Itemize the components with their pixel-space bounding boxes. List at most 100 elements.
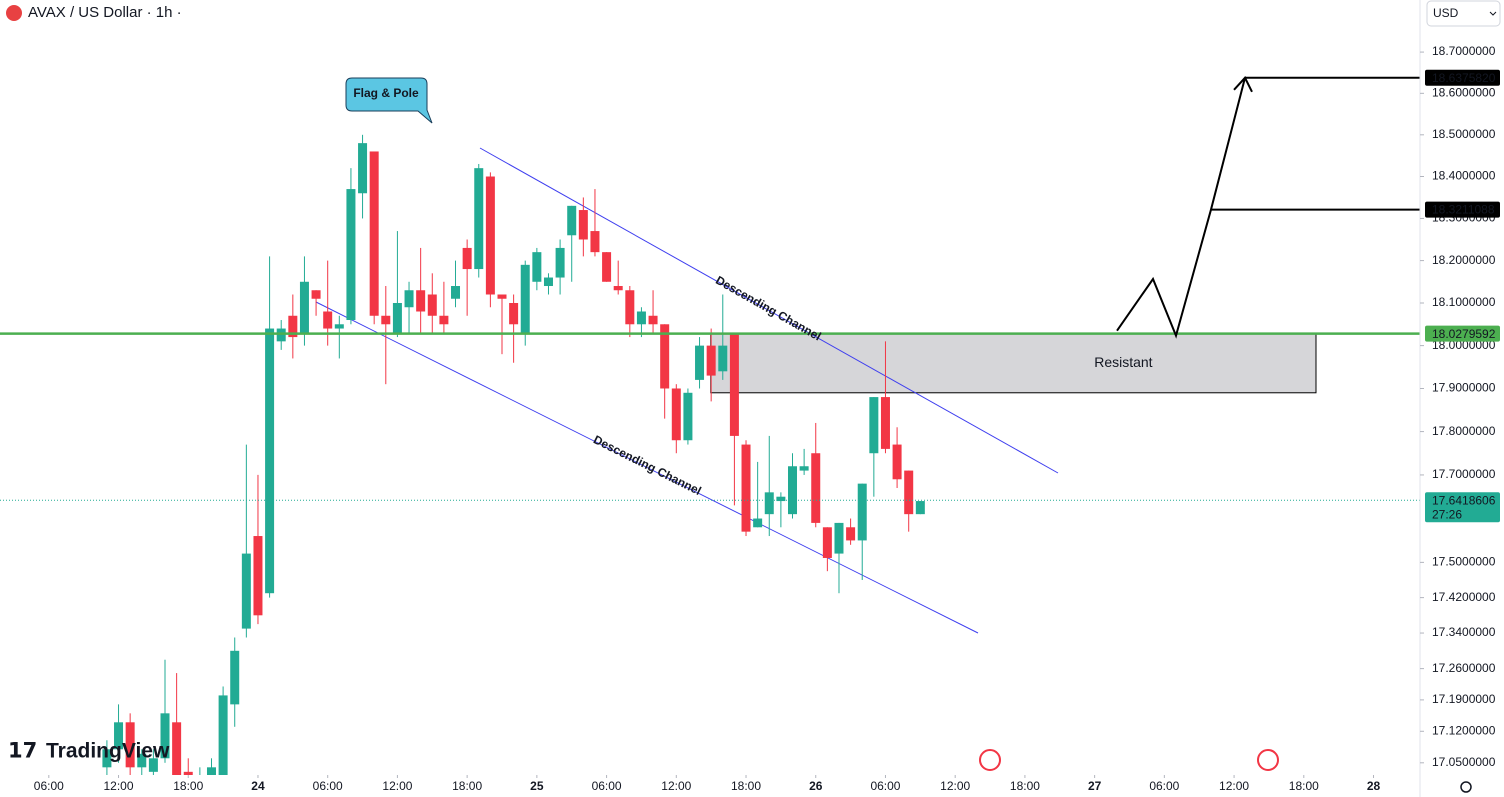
channel-line	[479, 147, 1059, 474]
y-tick-label: 17.4200000	[1432, 590, 1496, 604]
candle-body	[206, 767, 216, 775]
y-tick-label: 18.7000000	[1432, 44, 1496, 58]
y-tick-label: 17.2600000	[1432, 661, 1496, 675]
candle-body	[148, 758, 158, 772]
candle-body	[404, 290, 414, 308]
x-tick-label: 18:00	[731, 779, 761, 793]
candle-body	[137, 753, 147, 768]
candle-body	[485, 176, 495, 295]
x-tick-label: 18:00	[1289, 779, 1319, 793]
candle-body	[788, 466, 798, 515]
candle-body	[764, 492, 774, 515]
candle-body	[160, 713, 170, 759]
y-tick-label: 18.6000000	[1432, 86, 1496, 100]
candle-body	[358, 143, 368, 194]
y-tick-label: 18.5000000	[1432, 127, 1496, 141]
candle-body	[416, 290, 426, 312]
settings-icon[interactable]	[1460, 781, 1472, 793]
candle-body	[753, 518, 763, 528]
candle-body	[334, 324, 344, 329]
y-tick-label: 18.4000000	[1432, 169, 1496, 183]
x-tick-label: 27	[1088, 779, 1102, 793]
candle-body	[846, 527, 856, 541]
currency-label: USD	[1433, 6, 1459, 20]
x-tick-label: 18:00	[1010, 779, 1040, 793]
price-label-box	[1425, 325, 1500, 342]
candle-body	[474, 168, 484, 270]
candle-body	[776, 496, 786, 502]
current-price-label: 17.6418606	[1432, 493, 1496, 507]
candle-body	[532, 252, 542, 282]
x-tick-label: 25	[530, 779, 544, 793]
x-tick-label: 18:00	[173, 779, 203, 793]
channel-label: Descending Channel	[591, 432, 703, 498]
candle-body	[520, 264, 530, 333]
candle-body	[114, 722, 124, 750]
candle-body	[811, 453, 821, 523]
candle-body	[799, 466, 809, 471]
x-tick-label: 12:00	[1219, 779, 1249, 793]
x-tick-label: 28	[1367, 779, 1381, 793]
candle-body	[695, 345, 705, 380]
candle-body	[218, 695, 228, 775]
event-icon[interactable]	[1257, 749, 1279, 771]
candle-body	[578, 210, 588, 240]
symbol-title: AVAX / US Dollar · 1h ·	[28, 4, 182, 21]
candle-body	[323, 311, 333, 329]
price-label-box	[1425, 201, 1500, 218]
y-tick-label: 17.7000000	[1432, 467, 1496, 481]
projection-path	[1116, 77, 1246, 339]
channel-line	[315, 301, 979, 634]
price-label: 18.0279592	[1432, 327, 1496, 341]
candle-body	[299, 281, 309, 333]
candle-body	[892, 444, 902, 480]
countdown-label: 27:26	[1432, 507, 1462, 521]
candle-body	[451, 286, 461, 299]
candle-body	[265, 328, 275, 594]
dropdown-caret	[1489, 11, 1497, 16]
candle-body	[427, 294, 437, 316]
x-tick-label: 12:00	[382, 779, 412, 793]
candle-body	[869, 397, 879, 454]
candle-body	[172, 722, 182, 775]
candle-body	[125, 722, 135, 768]
candle-body	[346, 189, 356, 321]
candle-body	[183, 771, 193, 775]
price-label-box	[1425, 69, 1500, 86]
candle-body	[230, 650, 240, 705]
candle-body	[381, 315, 391, 325]
candle-body	[904, 470, 914, 515]
event-icon[interactable]	[979, 749, 1001, 771]
callout-bubble	[345, 77, 433, 124]
candle-body	[648, 315, 658, 325]
x-tick-label: 24	[251, 779, 265, 793]
y-tick-label: 18.1000000	[1432, 295, 1496, 309]
y-tick-label: 17.1900000	[1432, 692, 1496, 706]
candle-body	[718, 345, 728, 372]
y-tick-label: 18.2000000	[1432, 253, 1496, 267]
x-tick-label: 06:00	[592, 779, 622, 793]
candle-body	[288, 315, 298, 338]
candle-body	[567, 205, 577, 236]
candle-body	[241, 553, 251, 629]
candle-body	[706, 345, 716, 376]
x-tick-label: 12:00	[940, 779, 970, 793]
candle-body	[392, 302, 402, 333]
resistance-zone	[710, 333, 1317, 394]
candle-body	[276, 328, 286, 342]
candle-body	[253, 536, 263, 616]
candle-body	[625, 290, 635, 325]
candle-body	[834, 522, 844, 554]
logo-mark: 𝟭𝟳	[8, 740, 37, 763]
y-tick-label: 17.3400000	[1432, 625, 1496, 639]
x-tick-label: 12:00	[661, 779, 691, 793]
candle-body	[439, 315, 449, 325]
candle-body	[462, 247, 472, 270]
candle-body	[660, 324, 670, 389]
candle-body	[311, 290, 321, 299]
candle-body	[671, 388, 681, 441]
currency-select[interactable]	[1426, 0, 1501, 27]
candle-body	[636, 311, 646, 325]
y-tick-label: 17.1200000	[1432, 723, 1496, 737]
x-tick-label: 18:00	[452, 779, 482, 793]
